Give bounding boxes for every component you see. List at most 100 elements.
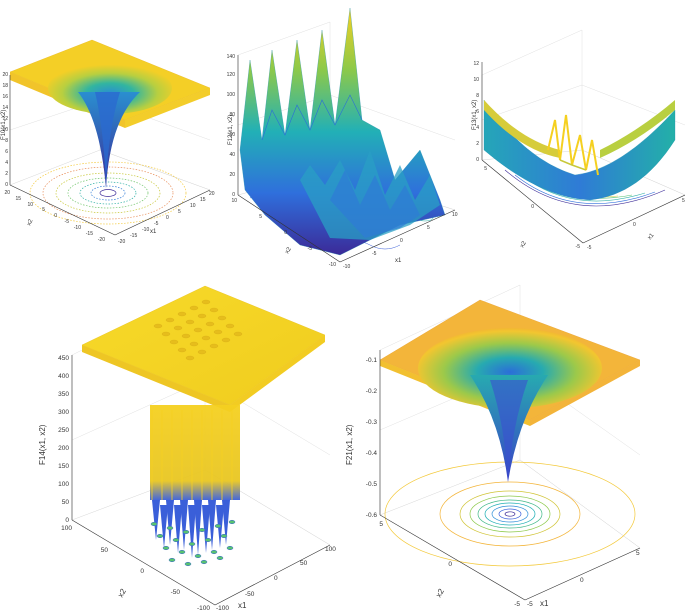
- f14-zlabel: F14(x1, x2): [38, 424, 47, 465]
- f13-ytick: 5: [484, 166, 487, 172]
- f10-ytick: -5: [65, 219, 70, 225]
- f10-ztick: 12: [2, 116, 8, 122]
- f14-ytick: 100: [61, 525, 72, 532]
- f10-ytick: 0: [54, 213, 57, 219]
- panel-f14-yticks: 100 50 0 -50 -100: [61, 525, 210, 612]
- f14-ztick: 100: [58, 481, 69, 488]
- f12-ytick: 5: [259, 214, 262, 220]
- f10-ztick: 20: [2, 72, 8, 78]
- panel-f13-zticks: 0 2 4 6 8 10 12: [473, 61, 479, 163]
- panel-f13: 0 2 4 6 8 10 12 5 0 -5 -5 0 5 F13(x1, x2…: [472, 29, 685, 251]
- f14-ztick: 50: [62, 499, 70, 506]
- panel-f10: 0 2 4 6 8 10 12 14 16 18 20 20 15 10 5 0…: [1, 39, 215, 245]
- f14-ztick: 350: [58, 391, 69, 398]
- panel-f21-yticks: 5 0 -5: [379, 521, 520, 608]
- panel-f14-zticks: 0 50 100 150 200 250 300 350 400 450: [58, 355, 69, 524]
- f13-ztick: 4: [476, 125, 479, 131]
- f12-xtick: -10: [343, 264, 350, 270]
- f14-ztick: 300: [58, 409, 69, 416]
- f10-ytick: -15: [86, 231, 93, 237]
- f13-xtick: 5: [682, 198, 685, 204]
- f12-ztick: 40: [229, 152, 235, 158]
- panel-f10-xticks: -20 -15 -10 -5 0 5 10 15 20: [118, 191, 215, 245]
- f12-ztick: 80: [229, 112, 235, 118]
- f10-ytick: 20: [4, 190, 10, 196]
- f10-ytick: 10: [27, 202, 33, 208]
- panel-f21-contours: [384, 461, 636, 567]
- f14-xtick: 0: [274, 575, 278, 582]
- f12-ztick: 20: [229, 172, 235, 178]
- panel-f10-yticks: 20 15 10 5 0 -5 -10 -15 -20: [4, 190, 105, 243]
- f12-ytick: 10: [231, 198, 237, 204]
- f13-ztick: 8: [476, 93, 479, 99]
- f14-ztick: 200: [58, 445, 69, 452]
- panel-f12-xticks: -10 -5 0 5 10: [343, 212, 458, 270]
- panel-f21-axes: [379, 350, 641, 601]
- panel-f12-zticks: 0 20 40 60 80 100 120 140: [227, 54, 236, 198]
- panel-f12: 0 20 40 60 80 100 120 140 10 5 0 -5 -10 …: [227, 7, 458, 270]
- panel-f21-zticks: -0.6 -0.5 -0.4 -0.3 -0.2 -0.1: [366, 357, 378, 519]
- f10-ztick: 14: [2, 105, 8, 111]
- f10-ztick: 0: [5, 182, 8, 188]
- panel-f21-xticks: -5 0 5: [527, 550, 640, 608]
- f13-ztick: 12: [473, 61, 479, 67]
- f14-ytick: -50: [171, 589, 181, 596]
- f14-ytick: 0: [140, 568, 144, 575]
- f21-xtick: -5: [527, 601, 533, 608]
- f12-xtick: 0: [400, 238, 403, 244]
- panel-f14-spikes: [150, 405, 240, 567]
- f10-xtick: -20: [118, 239, 125, 245]
- f12-ytick: -10: [329, 262, 336, 268]
- f10-xtick: 5: [178, 209, 181, 215]
- f12-zlabel: F12(x1, x2): [228, 115, 234, 145]
- f14-ytick: -100: [197, 605, 210, 612]
- f14-ztick: 450: [58, 355, 69, 362]
- panel-f14-surface: [81, 285, 326, 567]
- f10-xlabel: x1: [150, 229, 157, 235]
- f10-ytick: 15: [15, 196, 21, 202]
- f12-ztick: 60: [229, 132, 235, 138]
- panel-f13-xticks: -5 0 5: [587, 198, 685, 251]
- panel-f10-axes: [9, 75, 211, 236]
- f13-ztick: 0: [476, 157, 479, 163]
- f14-ytick: 50: [101, 547, 109, 554]
- f12-ztick: 0: [232, 192, 235, 198]
- f10-xtick: -5: [154, 221, 159, 227]
- f21-ztick: -0.6: [366, 512, 378, 519]
- panel-f13-axes: [481, 62, 685, 244]
- f10-ytick: -20: [98, 237, 105, 243]
- panel-f13-yticks: 5 0 -5: [484, 166, 580, 250]
- f21-ztick: -0.1: [366, 357, 378, 364]
- f14-ztick: 0: [65, 517, 69, 524]
- f13-ztick: 6: [476, 109, 479, 115]
- panel-f13-surface: [483, 99, 676, 201]
- f21-ytick: 0: [448, 561, 452, 568]
- f21-ztick: -0.2: [366, 388, 378, 395]
- f21-ytick: 5: [379, 521, 383, 528]
- f12-ytick: 0: [284, 230, 287, 236]
- f10-zlabel: F10(x1, x2): [1, 110, 7, 140]
- f21-xtick: 0: [580, 577, 584, 584]
- f13-xtick: -5: [587, 245, 592, 251]
- f13-ytick: 0: [531, 204, 534, 210]
- f21-ztick: -0.3: [366, 419, 378, 426]
- f14-ztick: 250: [58, 427, 69, 434]
- panel-f12-surface: [239, 7, 446, 256]
- f12-xtick: -5: [372, 251, 377, 257]
- f14-xtick: -100: [216, 605, 229, 612]
- f10-ylabel: x2: [26, 218, 34, 227]
- f12-xtick: 10: [452, 212, 458, 218]
- f10-xtick: -15: [130, 233, 137, 239]
- f10-xtick: -10: [142, 227, 149, 233]
- panel-f14-axes: [71, 355, 331, 606]
- f14-ylabel: x2: [116, 587, 128, 599]
- f10-ztick: 4: [5, 160, 8, 166]
- f21-ytick: -5: [514, 601, 520, 608]
- f10-xtick: 0: [166, 215, 169, 221]
- f12-ylabel: x2: [285, 246, 294, 255]
- f12-ztick: 140: [227, 54, 236, 60]
- f10-ztick: 16: [2, 94, 8, 100]
- panel-f10-surface: [9, 39, 211, 188]
- f14-ztick: 400: [58, 373, 69, 380]
- f10-ztick: 10: [2, 127, 8, 133]
